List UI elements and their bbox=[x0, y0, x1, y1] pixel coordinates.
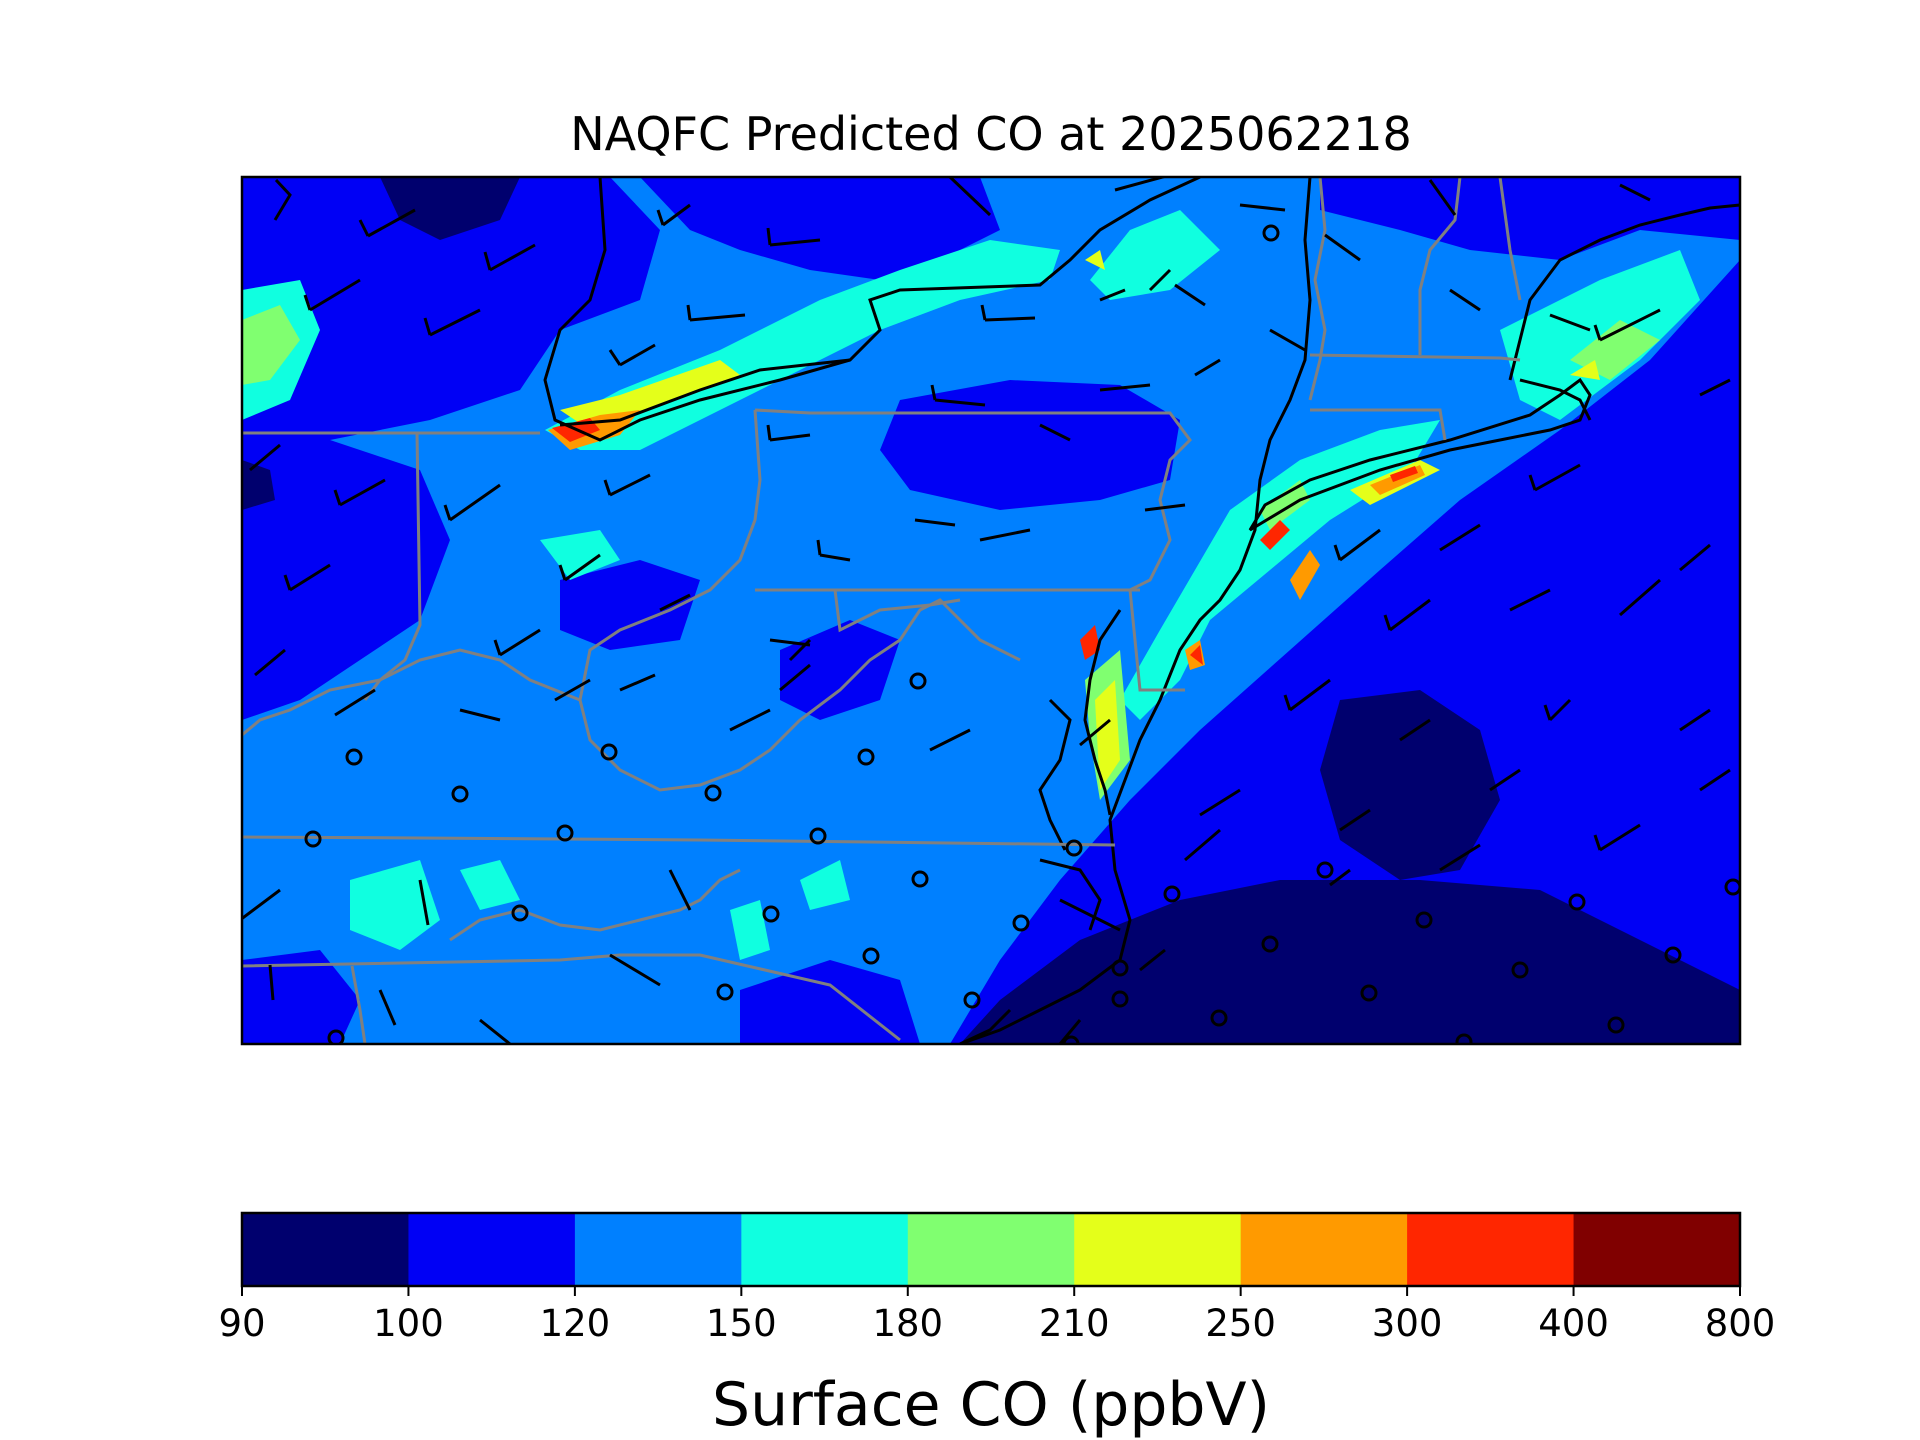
colorbar-tick-label: 210 bbox=[1039, 1302, 1110, 1345]
colorbar-tick-label: 250 bbox=[1205, 1302, 1276, 1345]
colorbar-tick-label: 90 bbox=[218, 1302, 265, 1345]
colorbar-segment bbox=[242, 1213, 409, 1286]
colorbar-frame bbox=[240, 1211, 1742, 1288]
colorbar-label: Surface CO (ppbV) bbox=[712, 1370, 1270, 1440]
colorbar-tick-label: 800 bbox=[1705, 1302, 1776, 1345]
colorbar-segment bbox=[1407, 1213, 1575, 1286]
co-field-100-120 bbox=[242, 177, 1740, 1044]
wind-barbs bbox=[242, 177, 1731, 1044]
colorbar-segment bbox=[1074, 1213, 1242, 1286]
colorbar-segment bbox=[907, 1213, 1075, 1286]
plot-title: NAQFC Predicted CO at 2025062218 bbox=[570, 107, 1412, 161]
colorbar-segment bbox=[1573, 1213, 1741, 1286]
coastlines bbox=[543, 177, 1740, 1044]
colorbar-segment bbox=[408, 1213, 576, 1286]
colorbar bbox=[240, 1211, 1742, 1288]
map-frame bbox=[240, 175, 1742, 1046]
colorbar-segment bbox=[741, 1213, 909, 1286]
co-concentration-map bbox=[242, 177, 1740, 1044]
colorbar-tick-label: 120 bbox=[540, 1302, 611, 1345]
co-field-90-100 bbox=[242, 177, 1740, 1044]
colorbar-tick-label: 150 bbox=[706, 1302, 777, 1345]
calm-wind-markers bbox=[304, 224, 1740, 1044]
colorbar-tick-label: 100 bbox=[373, 1302, 444, 1345]
colorbar-ticks: 90 100 120 150 180 210 250 300 400 800 bbox=[218, 1286, 1775, 1345]
colorbar-tick-label: 180 bbox=[872, 1302, 943, 1345]
colorbar-tick-label: 400 bbox=[1538, 1302, 1609, 1345]
colorbar-segment bbox=[574, 1213, 742, 1286]
colorbar-segment bbox=[1240, 1213, 1408, 1286]
colorbar-tick-label: 300 bbox=[1372, 1302, 1443, 1345]
